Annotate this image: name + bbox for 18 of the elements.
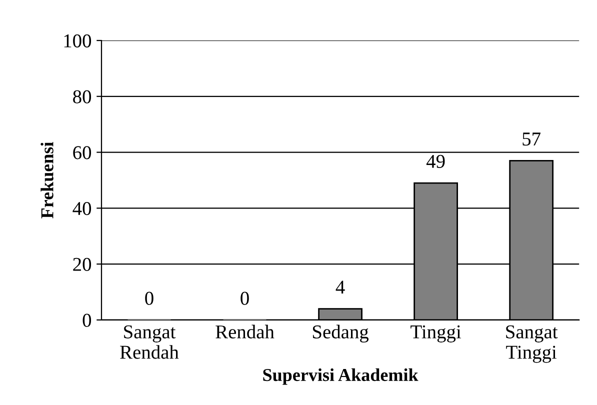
y-tick-label: 0 (82, 314, 92, 327)
data-label: 57 (522, 132, 540, 146)
x-tick-label: Tinggi (410, 325, 462, 342)
x-tick-label: Sangat Rendah (120, 325, 179, 359)
y-tick-label: 100 (64, 34, 92, 48)
y-axis-title: Frekuensi (40, 142, 54, 218)
data-label: 49 (426, 154, 445, 168)
x-axis-title: Supervisi Akademik (263, 368, 418, 385)
data-label: 0 (240, 292, 249, 305)
x-tick-label: Sedang (312, 324, 369, 342)
y-tick-label: 80 (73, 90, 92, 104)
y-tick-label: 20 (73, 258, 92, 271)
y-tick-label: 40 (72, 202, 92, 216)
x-tick-label: Rendah (216, 324, 274, 338)
x-tick-label: Sangat Tinggi (506, 325, 558, 363)
data-label: 0 (145, 292, 154, 305)
y-tick-label: 60 (73, 146, 92, 160)
data-label: 4 (336, 280, 345, 294)
